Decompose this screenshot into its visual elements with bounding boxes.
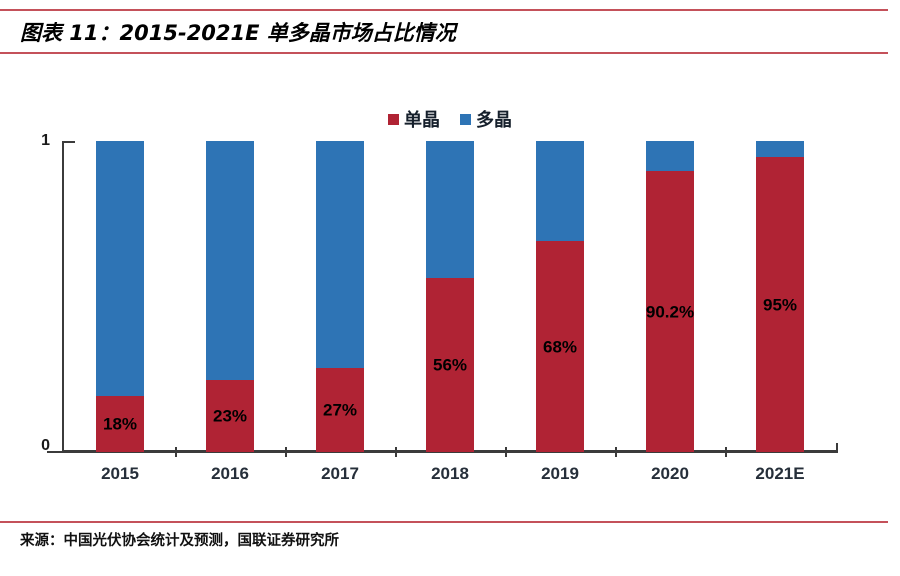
bar-value-label: 23%: [212, 406, 248, 426]
bar-value-label: 27%: [322, 400, 358, 420]
source-note: 来源：中国光伏协会统计及预测，国联证券研究所: [20, 533, 339, 549]
x-tick-label: 2018: [431, 464, 469, 483]
x-axis-tick: [395, 447, 397, 457]
x-axis-end-tick: [836, 443, 838, 452]
bar-segment-multi: [536, 141, 584, 241]
bar-value-label: 90.2%: [645, 302, 695, 321]
bar-segment-multi: [756, 141, 804, 157]
bar-segment-mono: [646, 171, 694, 452]
x-axis-tick: [175, 447, 177, 457]
stacked-bar: 68%: [536, 141, 584, 452]
source-divider-rule: [0, 521, 888, 523]
legend-item: 多晶: [460, 106, 512, 132]
x-tick-label: 2016: [211, 464, 249, 483]
bar-segment-multi: [316, 141, 364, 368]
stacked-bar: 23%: [206, 141, 254, 452]
stacked-bar: 27%: [316, 141, 364, 452]
bar-segment-mono: [536, 241, 584, 452]
y-axis-top-tick: [62, 141, 75, 143]
x-tick-label: 2017: [321, 464, 359, 483]
legend-swatch-icon: [388, 113, 399, 125]
y-axis-origin-tick: [47, 451, 62, 453]
bar-segment-mono: [426, 278, 474, 452]
x-tick-label: 2019: [541, 464, 579, 483]
bar-segment-multi: [96, 141, 144, 396]
bar-segment-mono: [206, 380, 254, 452]
stacked-bar: 56%: [426, 141, 474, 452]
bar-segment-mono: [756, 157, 804, 452]
legend-swatch-icon: [460, 113, 471, 125]
bar-value-label: 18%: [102, 414, 138, 434]
legend-label: 单晶: [404, 110, 440, 131]
stacked-bar: 18%: [96, 141, 144, 452]
y-axis-min-label: 0: [41, 437, 50, 454]
x-tick-label: 2015: [101, 464, 139, 483]
bar-segment-multi: [206, 141, 254, 380]
x-axis-tick: [615, 447, 617, 457]
title-divider-rule: [0, 52, 888, 54]
stacked-bar: 90.2%: [646, 141, 694, 452]
bar-segment-mono: [96, 396, 144, 452]
bar-segment-multi: [426, 141, 474, 278]
stacked-bar: 95%: [756, 141, 804, 452]
chart-legend: 单晶 多晶: [0, 106, 900, 132]
x-tick-label: 2020: [651, 464, 689, 483]
legend-item: 单晶: [388, 106, 440, 132]
y-axis-max-label: 1: [41, 132, 50, 149]
y-axis-line: [62, 141, 64, 452]
bar-value-label: 68%: [542, 337, 578, 356]
figure-title: 图表 11：2015-2021E 单多晶市场占比情况: [20, 21, 456, 45]
x-axis-tick: [285, 447, 287, 457]
x-axis-tick: [505, 447, 507, 457]
legend-label: 多晶: [476, 110, 512, 131]
bar-segment-mono: [316, 368, 364, 452]
x-tick-label: 2021E: [755, 464, 805, 483]
top-rule: [0, 9, 888, 11]
plot-area: 18% 2015 23% 2016 27% 2017 56% 2018 68% 2019 90.2%…: [47, 141, 838, 483]
x-axis-tick: [725, 447, 727, 457]
bar-segment-multi: [646, 141, 694, 171]
bar-value-label: 56%: [432, 355, 468, 375]
bar-value-label: 95%: [762, 295, 798, 314]
